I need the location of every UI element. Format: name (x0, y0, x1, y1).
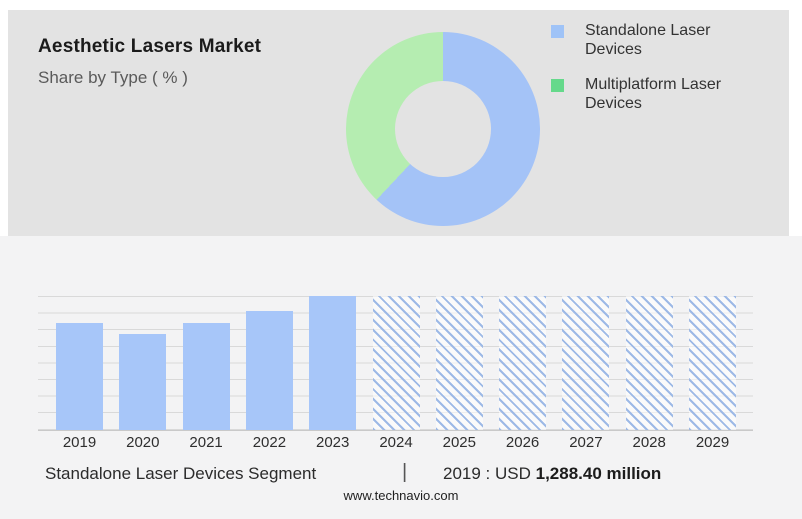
footer-segment-label: Standalone Laser Devices Segment (45, 464, 317, 483)
legend-item-standalone: Standalone Laser Devices (551, 22, 735, 60)
website-url: www.technavio.com (343, 488, 459, 503)
x-axis-label: 2029 (695, 434, 730, 451)
bar-chart-plot-area (38, 296, 753, 431)
bar-historic (245, 310, 293, 430)
bar-forecast (689, 296, 736, 430)
footer-value-amount: 1,288.40 million (535, 464, 662, 483)
legend-label: Multiplatform Laser Devices (585, 75, 722, 112)
bar-forecast (625, 296, 673, 430)
legend-swatch-green-icon (551, 78, 564, 92)
bar-historic (182, 322, 230, 430)
footer-separator: | (402, 461, 408, 483)
bar-historic (309, 296, 357, 430)
bar-forecast (435, 296, 483, 430)
x-axis-labels: 2019 2020 2021 2022 2023 2024 2025 2026 2027 2028… (38, 434, 753, 452)
x-axis-label: 2024 (379, 434, 413, 451)
x-axis-label: 2027 (569, 434, 603, 451)
donut-hole (395, 81, 491, 177)
donut-chart (346, 32, 540, 226)
legend-label: Standalone Laser Devices (585, 22, 711, 58)
page-title: Aesthetic Lasers Market (38, 36, 262, 57)
legend-swatch-blue-icon (551, 25, 564, 38)
bar-forecast (372, 296, 420, 430)
x-axis-label: 2022 (252, 434, 287, 451)
bar-forecast (562, 296, 610, 430)
x-axis-label: 2020 (126, 434, 160, 451)
page-subtitle: Share by Type ( % ) (38, 68, 188, 87)
x-axis-label: 2028 (632, 434, 666, 451)
x-axis-label: 2021 (189, 434, 223, 451)
legend-item-multiplatform: Multiplatform Laser Devices (551, 76, 735, 114)
bar-historic (119, 333, 167, 430)
legend: Standalone Laser Devices Multiplatform L… (551, 22, 735, 130)
x-axis-label: 2019 (62, 434, 97, 451)
footer-value: 2019 : USD 1,288.40 million (443, 464, 661, 484)
x-axis-label: 2025 (442, 434, 476, 451)
bar-historic (56, 322, 103, 430)
x-axis-label: 2026 (505, 434, 540, 451)
top-panel: Aesthetic Lasers Market Share by Type ( … (8, 10, 789, 236)
x-axis-label: 2023 (316, 434, 350, 451)
bottom-panel: 2019 2020 2021 2022 2023 2024 2025 2026 2027 2028… (0, 236, 802, 519)
footer-value-prefix: 2019 : USD (443, 464, 536, 483)
bar-forecast (499, 296, 547, 430)
